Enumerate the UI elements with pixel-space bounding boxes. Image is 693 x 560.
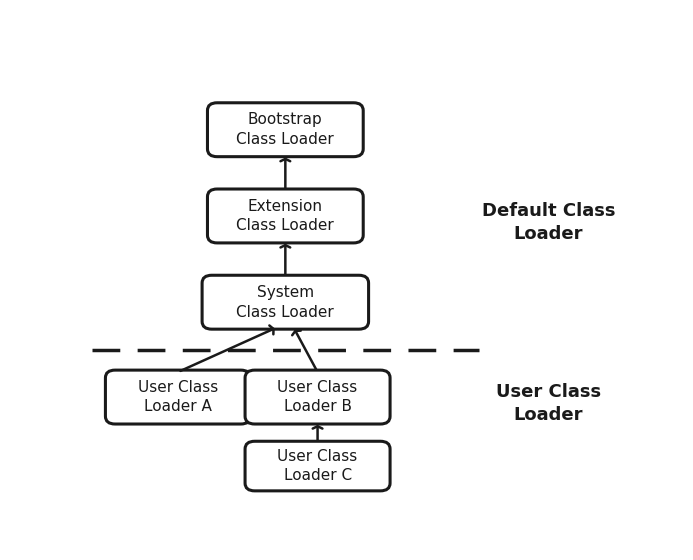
Text: User Class
Loader B: User Class Loader B [277, 380, 358, 414]
FancyBboxPatch shape [245, 370, 390, 424]
Text: System
Class Loader: System Class Loader [236, 285, 334, 320]
FancyBboxPatch shape [245, 441, 390, 491]
FancyBboxPatch shape [207, 103, 363, 157]
Text: User Class
Loader A: User Class Loader A [138, 380, 218, 414]
FancyBboxPatch shape [202, 276, 369, 329]
FancyBboxPatch shape [207, 189, 363, 243]
Text: Bootstrap
Class Loader: Bootstrap Class Loader [236, 113, 334, 147]
Text: Extension
Class Loader: Extension Class Loader [236, 199, 334, 234]
Text: User Class
Loader: User Class Loader [496, 382, 601, 424]
FancyBboxPatch shape [105, 370, 250, 424]
Text: Default Class
Loader: Default Class Loader [482, 202, 615, 243]
Text: User Class
Loader C: User Class Loader C [277, 449, 358, 483]
